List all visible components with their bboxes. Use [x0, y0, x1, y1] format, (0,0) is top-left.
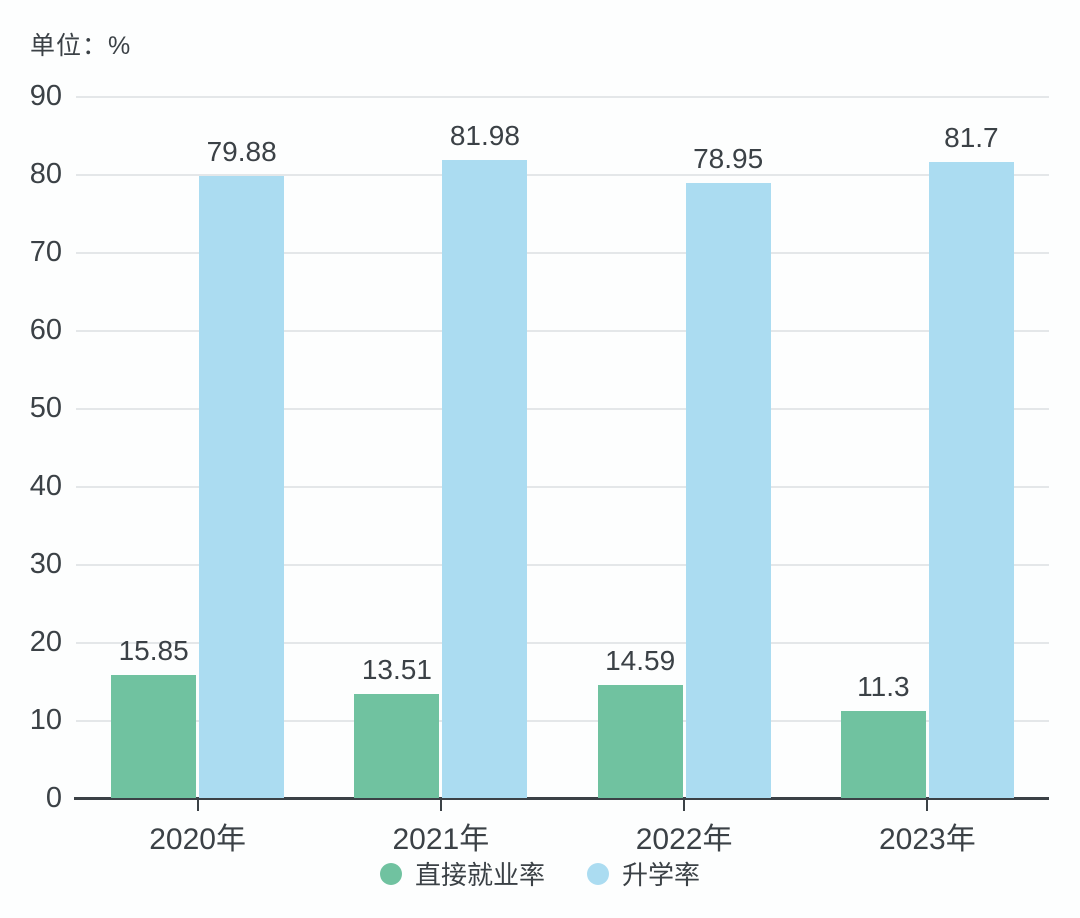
y-axis-label-20: 20 [29, 626, 62, 658]
value-label-升学率-2023年: 81.7 [944, 121, 999, 153]
gridline-50 [76, 408, 1049, 410]
value-label-直接就业率-2023年: 11.3 [857, 670, 910, 702]
y-axis-label-0: 0 [45, 782, 62, 814]
value-label-升学率-2022年: 78.95 [693, 143, 764, 175]
value-label-升学率-2021年: 81.98 [449, 119, 520, 151]
gridline-60 [76, 330, 1049, 332]
y-axis-label-50: 50 [29, 392, 62, 424]
y-axis-label-80: 80 [29, 158, 62, 190]
legend-item-enrollment[interactable]: 升学率 [587, 855, 700, 892]
gridline-40 [76, 486, 1049, 488]
y-axis-label-60: 60 [29, 314, 62, 346]
value-label-直接就业率-2021年: 13.51 [361, 653, 432, 685]
bar-直接就业率-2021年[interactable] [354, 693, 440, 798]
y-axis-label-70: 70 [29, 236, 62, 268]
bar-直接就业率-2023年[interactable] [840, 710, 926, 798]
value-label-直接就业率-2022年: 14.59 [605, 645, 676, 677]
bar-升学率-2021年[interactable] [442, 159, 528, 798]
bar-直接就业率-2022年[interactable] [597, 685, 683, 798]
gridline-30 [76, 564, 1049, 566]
gridline-70 [76, 252, 1049, 254]
x-axis-label-2021年: 2021年 [392, 823, 490, 856]
bar-升学率-2022年[interactable] [685, 183, 771, 798]
x-axis-tick-2020年 [196, 800, 199, 811]
value-label-直接就业率-2020年: 15.85 [118, 635, 189, 667]
value-label-升学率-2020年: 79.88 [206, 135, 277, 167]
bar-升学率-2023年[interactable] [928, 161, 1014, 798]
y-axis-label-30: 30 [29, 548, 62, 580]
legend-dot-employment-icon [379, 862, 402, 885]
gridline-90 [76, 96, 1049, 98]
unit-label: 单位：% [30, 32, 132, 60]
chart-legend: 直接就业率 升学率 [0, 855, 1080, 892]
x-axis-label-2020年: 2020年 [149, 823, 246, 856]
legend-item-employment[interactable]: 直接就业率 [379, 855, 545, 892]
x-axis-line [74, 797, 1049, 800]
y-axis-label-10: 10 [29, 704, 62, 736]
bar-升学率-2020年[interactable] [199, 175, 285, 798]
gridline-20 [76, 642, 1049, 644]
x-axis-label-2023年: 2023年 [879, 823, 976, 856]
x-axis-tick-2021年 [439, 800, 442, 811]
y-axis-label-40: 40 [29, 470, 62, 502]
legend-dot-enrollment-icon [587, 862, 609, 885]
bar-直接就业率-2020年[interactable] [111, 675, 197, 798]
legend-label-employment: 直接就业率 [414, 860, 545, 890]
x-axis-tick-2022年 [683, 800, 686, 811]
legend-label-enrollment: 升学率 [622, 860, 701, 890]
x-axis-tick-2023年 [926, 800, 929, 811]
gridline-80 [76, 174, 1049, 176]
gridline-10 [76, 720, 1049, 722]
y-axis-label-90: 90 [29, 80, 62, 112]
x-axis-label-2022年: 2022年 [635, 823, 733, 856]
